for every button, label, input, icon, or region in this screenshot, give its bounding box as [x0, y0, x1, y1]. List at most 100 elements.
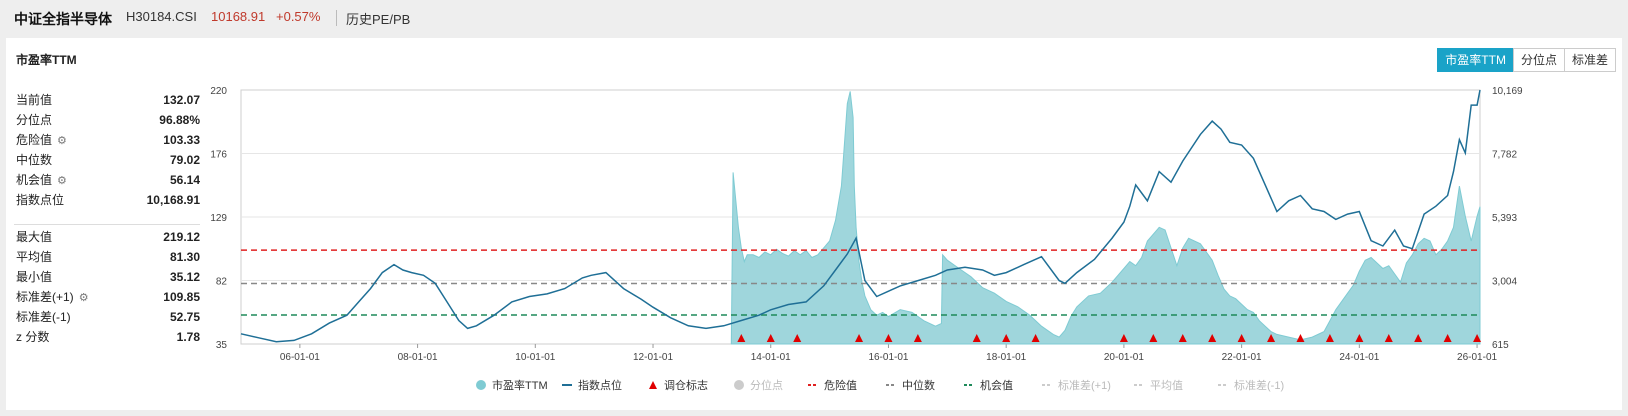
- stat-row: z 分数 1.78: [14, 327, 200, 347]
- rebalance-marker: [1031, 334, 1040, 342]
- index-name: 中证全指半导体: [14, 11, 112, 27]
- stat-row: 最小值 35.12: [14, 267, 200, 287]
- stat-value: 103.33: [163, 133, 200, 147]
- index-line: [240, 89, 1481, 343]
- y-left-tick-label: 129: [210, 213, 227, 224]
- stat-label-text: 最大值: [16, 230, 53, 244]
- y-right-tick-label: 10,169: [1492, 86, 1523, 97]
- index-change: +0.57%: [276, 9, 321, 24]
- stat-label: 标准差(+1) ⚙: [16, 287, 89, 308]
- y-left-tick-label: 82: [216, 277, 228, 288]
- x-tick-label: 10-01-01: [515, 352, 555, 363]
- stat-row: 分位点 96.88%: [14, 110, 200, 130]
- rebalance-marker: [1119, 334, 1128, 342]
- stat-label-text: 标准差(+1): [16, 290, 74, 304]
- legend-label: 调仓标志: [664, 378, 708, 392]
- rebalance-marker: [855, 334, 864, 342]
- stat-row: 标准差(-1) 52.75: [14, 307, 200, 327]
- legend-label: 机会值: [980, 378, 1013, 392]
- stat-label: 中位数: [16, 150, 52, 170]
- rebalance-marker: [1325, 334, 1334, 342]
- rebalance-marker: [972, 334, 981, 342]
- x-tick-label: 18-01-01: [986, 352, 1026, 363]
- stat-value: 81.30: [169, 250, 200, 264]
- legend-marker: [734, 380, 744, 390]
- legend-marker: [649, 381, 657, 389]
- rebalance-marker: [737, 334, 746, 342]
- stat-label-text: 当前值: [16, 93, 53, 107]
- stat-label: z 分数: [16, 327, 49, 347]
- y-left-tick-label: 35: [216, 340, 228, 351]
- rebalance-marker: [1002, 334, 1011, 342]
- stat-value: 79.02: [169, 153, 200, 167]
- stat-row: 平均值 81.30: [14, 247, 200, 267]
- legend-label: 市盈率TTM: [492, 378, 548, 392]
- stat-row: 当前值 132.07: [14, 90, 200, 110]
- rebalance-marker: [1296, 334, 1305, 342]
- stat-row: 标准差(+1) ⚙ 109.85: [14, 287, 200, 307]
- header-bar: 中证全指半导体 H30184.CSI 10168.91 +0.57% 历史PE/…: [0, 0, 1628, 36]
- stats-top-group: 当前值 132.07 分位点 96.88% 危险值 ⚙ 103.33 中位数 79.02 机会值 ⚙…: [14, 90, 200, 210]
- stat-label-text: 分位点: [16, 113, 53, 127]
- legend-label: 中位数: [902, 378, 935, 392]
- stat-label: 机会值 ⚙: [16, 170, 67, 191]
- stat-value: 1.78: [176, 330, 200, 344]
- y-right-tick-label: 5,393: [1492, 213, 1517, 224]
- y-left-tick-label: 220: [210, 86, 227, 97]
- stats-divider: [14, 224, 200, 225]
- x-tick-label: 26-01-01: [1457, 352, 1497, 363]
- percentile-button[interactable]: 分位点: [1512, 48, 1565, 72]
- gear-icon[interactable]: ⚙: [57, 135, 67, 147]
- legend-marker: [476, 380, 486, 390]
- rebalance-marker: [1149, 334, 1158, 342]
- panel-title: 市盈率TTM: [16, 53, 77, 67]
- x-tick-label: 12-01-01: [633, 352, 673, 363]
- pe-ttm-button[interactable]: 市盈率TTM: [1437, 48, 1514, 72]
- stat-row: 机会值 ⚙ 56.14: [14, 170, 200, 190]
- y-left-tick-label: 176: [210, 150, 227, 161]
- stat-label-text: 机会值: [16, 173, 53, 187]
- stat-row: 指数点位 10,168.91: [14, 190, 200, 210]
- stat-value: 56.14: [169, 173, 200, 187]
- rebalance-marker: [1473, 334, 1482, 342]
- std-dev-button[interactable]: 标准差: [1563, 48, 1616, 72]
- stat-label-text: 危险值: [16, 133, 53, 147]
- stat-row: 中位数 79.02: [14, 150, 200, 170]
- stat-label-text: z 分数: [16, 330, 50, 344]
- x-tick-label: 14-01-01: [751, 352, 791, 363]
- header-divider: [336, 10, 337, 26]
- rebalance-marker: [793, 334, 802, 342]
- stat-label: 当前值: [16, 90, 52, 110]
- history-pe-pb-tab[interactable]: 历史PE/PB: [346, 12, 411, 27]
- rebalance-marker: [884, 334, 893, 342]
- legend-label: 指数点位: [578, 378, 622, 392]
- stat-value: 132.07: [163, 93, 200, 107]
- rebalance-marker: [913, 334, 922, 342]
- rebalance-marker: [1443, 334, 1452, 342]
- rebalance-marker: [1355, 334, 1364, 342]
- stat-value: 35.12: [169, 270, 200, 284]
- stat-label: 最小值: [16, 267, 52, 287]
- y-right-tick-label: 3,004: [1492, 277, 1517, 288]
- x-tick-label: 16-01-01: [868, 352, 908, 363]
- rebalance-marker: [1237, 334, 1246, 342]
- stat-label-text: 平均值: [16, 250, 53, 264]
- stats-bottom-group: 最大值 219.12 平均值 81.30 最小值 35.12 标准差(+1) ⚙ 109.85 标…: [14, 227, 200, 347]
- gear-icon[interactable]: ⚙: [78, 292, 89, 304]
- stat-value: 10,168.91: [146, 193, 200, 207]
- y-right-tick-label: 615: [1492, 340, 1509, 351]
- legend-label: 标准差(-1): [1234, 378, 1284, 392]
- stat-label: 危险值 ⚙: [16, 130, 67, 151]
- rebalance-marker: [1414, 334, 1423, 342]
- gear-icon[interactable]: ⚙: [57, 175, 67, 187]
- rebalance-marker: [1178, 334, 1187, 342]
- stat-label: 分位点: [16, 110, 52, 130]
- index-price: 10168.91: [211, 9, 266, 24]
- rebalance-marker: [1267, 334, 1276, 342]
- stat-label-text: 中位数: [16, 153, 53, 167]
- stat-label-text: 标准差(-1): [16, 310, 71, 324]
- x-tick-label: 22-01-01: [1222, 352, 1262, 363]
- rebalance-marker: [1208, 334, 1217, 342]
- stat-label: 指数点位: [16, 190, 64, 210]
